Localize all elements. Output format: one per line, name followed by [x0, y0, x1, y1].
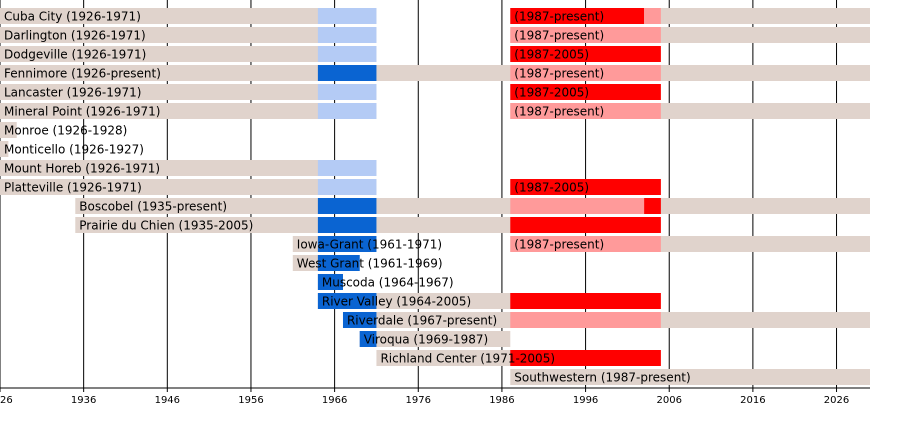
span-bar — [359, 331, 511, 347]
row-label: Cuba City (1926-1971) — [4, 10, 141, 24]
row-label: (1987-2005) — [514, 48, 589, 62]
period-bar — [510, 65, 661, 81]
period-bar — [317, 8, 377, 24]
period-bar — [317, 65, 377, 81]
period-bar — [510, 8, 645, 24]
row-label: Lancaster (1926-1971) — [4, 86, 141, 100]
row-label: Viroqua (1969-1987) — [364, 333, 488, 347]
row-label: Dodgeville (1926-1971) — [4, 48, 146, 62]
x-tick-label: 1996 — [573, 395, 598, 406]
span-bar — [0, 141, 9, 157]
x-tick-label: 2026 — [824, 395, 849, 406]
period-bar — [317, 160, 377, 176]
row-label: Monticello (1926-1927) — [4, 143, 144, 157]
x-tick-label: 1946 — [155, 395, 180, 406]
period-bar — [317, 236, 377, 252]
row-label: Mount Horeb (1926-1971) — [4, 162, 160, 176]
period-bar — [510, 236, 661, 252]
x-tick-label: 1966 — [322, 395, 347, 406]
span-bar — [0, 122, 17, 138]
row-label: Iowa-Grant (1961-1971) — [297, 238, 442, 252]
row-label: Platteville (1926-1971) — [4, 181, 142, 195]
row-label: (1987-present) — [514, 10, 604, 24]
row-label: Southwestern (1987-present) — [514, 371, 690, 385]
period-bar — [317, 46, 377, 62]
row-label: Prairie du Chien (1935-2005) — [79, 219, 253, 233]
row-label: West Grant (1961-1969) — [297, 257, 443, 271]
period-bar — [510, 84, 661, 100]
span-bar — [0, 46, 377, 62]
period-bar — [510, 217, 661, 233]
row-label: Riverdale (1967-present) — [347, 314, 497, 328]
row-label: (1987-2005) — [514, 86, 589, 100]
span-bar — [0, 27, 377, 43]
x-tick-label: 1936 — [71, 395, 96, 406]
period-bar — [317, 274, 343, 290]
span-bar — [0, 179, 377, 195]
period-bar — [359, 331, 377, 347]
period-bar — [317, 84, 377, 100]
period-bar — [644, 8, 661, 24]
span-bar — [0, 160, 377, 176]
period-bar — [317, 293, 377, 309]
period-bar — [510, 103, 661, 119]
row-label: Boscobel (1935-present) — [79, 200, 227, 214]
row-label: (1987-present) — [514, 238, 604, 252]
x-tick-label: 2006 — [657, 395, 682, 406]
row-label: River Valley (1964-2005) — [322, 295, 471, 309]
period-bar — [342, 312, 377, 328]
period-bar — [510, 312, 661, 328]
x-tick-label: 2016 — [740, 395, 765, 406]
period-bar — [644, 198, 661, 214]
row-label: Mineral Point (1926-1971) — [4, 105, 161, 119]
span-bar — [75, 198, 871, 214]
span-bar — [0, 103, 377, 119]
period-bar — [510, 198, 645, 214]
x-tick-label: 1976 — [406, 395, 431, 406]
period-bar — [510, 179, 661, 195]
period-bar — [510, 350, 661, 366]
x-tick-label: 1926 — [0, 395, 13, 406]
row-label: (1987-2005) — [514, 181, 589, 195]
period-bar — [317, 217, 377, 233]
x-tick-label: 1956 — [238, 395, 263, 406]
period-bar — [317, 198, 377, 214]
period-bar — [317, 103, 377, 119]
row-label: Richland Center (1971-2005) — [380, 352, 555, 366]
x-tick-label: 1986 — [489, 395, 514, 406]
span-bar — [0, 8, 377, 24]
marks — [0, 8, 871, 385]
span-bar — [510, 369, 870, 385]
row-label: Fennimore (1926-present) — [4, 67, 161, 81]
row-label: Darlington (1926-1971) — [4, 29, 146, 43]
row-label: (1987-present) — [514, 29, 604, 43]
period-bar — [510, 46, 661, 62]
span-bar — [0, 84, 377, 100]
row-label: (1987-present) — [514, 67, 604, 81]
period-bar — [317, 255, 360, 271]
period-bar — [510, 293, 661, 309]
row-label: Muscoda (1964-1967) — [322, 276, 454, 290]
row-label: Monroe (1926-1928) — [4, 124, 127, 138]
period-bar — [317, 179, 377, 195]
period-bar — [510, 27, 661, 43]
row-label: (1987-present) — [514, 105, 604, 119]
period-bar — [317, 27, 377, 43]
labels: 1926 1936 1946 1956 1966 1976 1986 1996 2006 2016… — [0, 10, 849, 407]
